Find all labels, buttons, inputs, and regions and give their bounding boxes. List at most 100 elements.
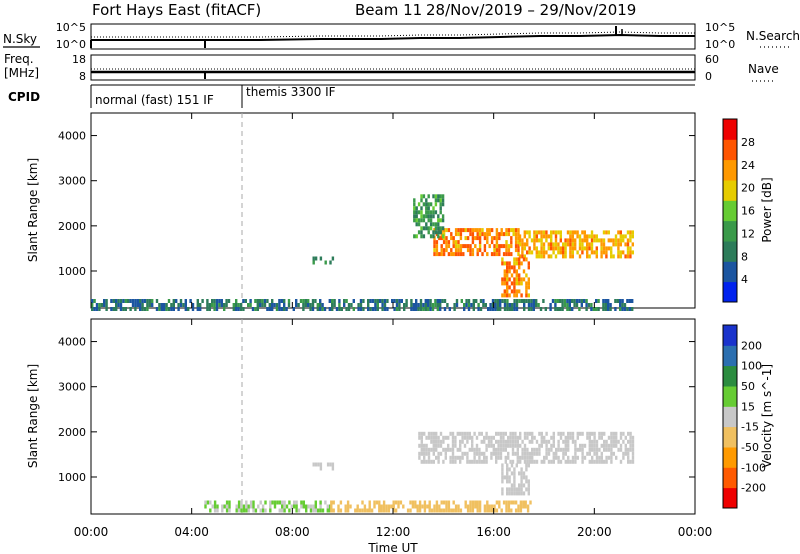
velocity-cell: [461, 439, 464, 444]
power-cell: [495, 240, 499, 245]
velocity-cell: [432, 459, 435, 464]
power-cell: [424, 307, 427, 311]
power-cell: [415, 206, 418, 211]
velocity-cell: [430, 508, 434, 513]
velocity-colorbar-segment: [723, 345, 737, 367]
power-cell: [586, 238, 589, 243]
power-cell: [518, 299, 521, 303]
velocity-cell: [522, 483, 526, 488]
velocity-cell: [624, 447, 627, 452]
power-cell: [103, 299, 106, 303]
power-cell: [542, 242, 546, 247]
velocity-cell: [430, 459, 433, 464]
power-cell: [352, 299, 355, 303]
power-cell: [503, 303, 507, 307]
power-cell: [507, 228, 511, 233]
velocity-cell: [574, 439, 577, 444]
velocity-cell: [468, 431, 471, 436]
velocity-cell: [499, 447, 503, 452]
power-cell: [455, 303, 459, 307]
velocity-cell: [627, 447, 630, 452]
power-cell: [271, 307, 274, 311]
velocity-cell: [204, 504, 207, 509]
velocity-cell: [240, 504, 243, 509]
power-cell: [463, 303, 466, 307]
velocity-cell: [449, 431, 452, 436]
power-cell: [278, 307, 281, 311]
velocity-cell: [607, 435, 611, 440]
power-cell: [590, 250, 594, 255]
velocity-cell: [397, 500, 400, 505]
power-cell: [574, 246, 577, 251]
power-cell: [141, 299, 144, 303]
velocity-cell: [397, 504, 400, 509]
power-colorbar-segment: [723, 119, 737, 140]
velocity-cell: [495, 439, 498, 444]
velocity-cell: [463, 435, 467, 440]
power-colorbar-tick: 20: [741, 182, 755, 195]
power-cell: [626, 246, 630, 251]
velocity-cell: [607, 455, 611, 460]
velocity-cell: [595, 455, 599, 460]
power-cell: [513, 281, 516, 286]
power-cell: [617, 238, 620, 243]
freq-label-line2: [MHz]: [4, 66, 39, 80]
velocity-cell: [466, 504, 470, 509]
power-cell: [471, 232, 475, 237]
power-cell: [559, 250, 562, 255]
power-cell: [420, 234, 423, 239]
velocity-cell: [581, 459, 584, 464]
power-cell: [508, 269, 511, 274]
velocity-cell: [631, 455, 635, 460]
velocity-colorbar-tick: 15: [741, 400, 755, 413]
velocity-cell: [437, 443, 440, 448]
velocity-cell: [237, 508, 241, 513]
velocity-cell: [615, 439, 618, 444]
power-cell: [595, 254, 598, 259]
power-cell: [520, 293, 523, 298]
velocity-cell: [204, 500, 207, 505]
power-cell: [488, 232, 491, 237]
velocity-cell: [543, 455, 546, 460]
velocity-cell: [370, 508, 374, 513]
velocity-cell: [456, 455, 459, 460]
velocity-cell: [261, 508, 265, 513]
x-tick-label: 04:00: [174, 525, 209, 539]
velocity-cell: [438, 508, 441, 513]
velocity-cell: [522, 475, 526, 480]
power-cell: [331, 307, 334, 311]
power-cell: [302, 303, 305, 307]
velocity-cell: [476, 500, 479, 505]
velocity-cell: [527, 491, 530, 496]
velocity-cell: [480, 459, 483, 464]
velocity-cell: [610, 447, 613, 452]
power-cell: [576, 234, 579, 239]
power-cell: [518, 257, 521, 262]
velocity-cell: [559, 459, 563, 464]
power-cell: [447, 252, 451, 257]
power-cell: [605, 230, 608, 235]
velocity-cell: [520, 471, 523, 476]
power-cell: [578, 254, 582, 259]
power-cell: [415, 222, 418, 227]
power-cell: [433, 248, 436, 253]
velocity-cell: [427, 447, 431, 452]
power-cell: [517, 236, 520, 241]
power-cell: [513, 307, 516, 311]
power-cell: [476, 232, 479, 237]
velocity-cell: [559, 431, 563, 436]
velocity-colorbar-label: Velocity [m s^-1]: [760, 364, 774, 468]
velocity-cell: [506, 471, 509, 476]
power-cell: [508, 285, 511, 290]
power-cell: [623, 303, 627, 307]
power-cell: [437, 230, 440, 235]
power-cell: [486, 232, 489, 237]
power-cell: [585, 303, 588, 307]
power-cell: [249, 299, 252, 303]
velocity-cell: [506, 475, 509, 480]
power-cell: [278, 303, 281, 307]
power-cell: [435, 252, 439, 257]
velocity-cell: [435, 504, 439, 509]
velocity-cell: [487, 439, 491, 444]
velocity-cell: [588, 447, 591, 452]
